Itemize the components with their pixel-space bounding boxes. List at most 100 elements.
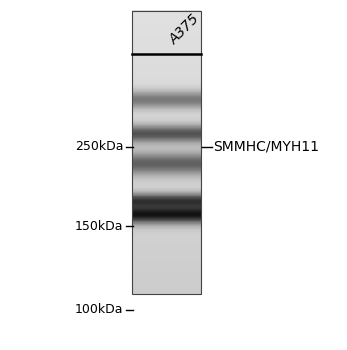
Bar [132, 43, 201, 44]
Bar [132, 156, 201, 157]
Bar [132, 72, 201, 73]
Bar [132, 191, 201, 192]
Bar [132, 30, 201, 31]
Bar [132, 79, 201, 80]
Bar [132, 90, 201, 91]
Bar [132, 67, 201, 68]
Bar [132, 57, 201, 58]
Bar [132, 259, 201, 260]
Bar [132, 18, 201, 19]
Bar [132, 65, 201, 66]
Bar [132, 134, 201, 135]
Bar [132, 38, 201, 39]
Bar [132, 165, 201, 166]
Bar [132, 238, 201, 239]
Bar [132, 227, 201, 228]
Bar [132, 288, 201, 289]
Bar [132, 198, 201, 199]
Bar [132, 94, 201, 95]
Bar [132, 252, 201, 253]
Bar [132, 257, 201, 258]
Bar [132, 116, 201, 117]
Bar [132, 158, 201, 159]
Bar [132, 139, 201, 140]
Bar [132, 77, 201, 78]
Bar [132, 243, 201, 244]
Bar [132, 278, 201, 279]
Bar [132, 175, 201, 176]
Bar [132, 190, 201, 191]
Bar [132, 235, 201, 236]
Bar [132, 170, 201, 171]
Bar [132, 157, 201, 158]
Bar [132, 282, 201, 283]
Text: 100kDa: 100kDa [75, 303, 123, 316]
Bar [132, 47, 201, 48]
Bar [132, 81, 201, 82]
Bar [132, 195, 201, 196]
Bar [132, 40, 201, 41]
Bar [132, 267, 201, 268]
Bar [132, 149, 201, 150]
Bar [132, 69, 201, 70]
Bar [132, 180, 201, 181]
Bar [132, 242, 201, 243]
Bar [132, 167, 201, 168]
Bar [132, 219, 201, 220]
Bar [132, 60, 201, 61]
Bar [132, 64, 201, 65]
Bar [132, 204, 201, 205]
Bar [132, 277, 201, 278]
Bar [132, 87, 201, 88]
Bar [132, 187, 201, 188]
Bar [132, 196, 201, 197]
Bar [132, 16, 201, 17]
Bar [132, 213, 201, 214]
Bar [132, 194, 201, 195]
Bar [132, 262, 201, 263]
Bar [132, 23, 201, 24]
Bar [132, 131, 201, 132]
Text: 150kDa: 150kDa [75, 219, 123, 233]
Bar [132, 168, 201, 169]
Bar [132, 272, 201, 273]
Bar [132, 130, 201, 131]
Bar [132, 120, 201, 121]
Bar [132, 21, 201, 22]
Bar [132, 145, 201, 146]
Bar [132, 97, 201, 98]
Bar [132, 200, 201, 201]
Bar [132, 173, 201, 174]
Bar [132, 83, 201, 84]
Bar [132, 250, 201, 251]
Bar [132, 151, 201, 152]
Bar [132, 34, 201, 35]
Bar [132, 197, 201, 198]
Bar [132, 136, 201, 137]
Bar [132, 161, 201, 162]
Bar [132, 153, 201, 154]
Bar [132, 92, 201, 93]
Bar [132, 193, 201, 194]
Bar [132, 274, 201, 275]
Bar [132, 28, 201, 29]
Bar [132, 214, 201, 215]
Bar [132, 290, 201, 291]
Bar [132, 222, 201, 223]
Bar [132, 207, 201, 208]
Bar [132, 98, 201, 99]
Bar [132, 122, 201, 123]
Bar [132, 41, 201, 42]
Bar [132, 166, 201, 167]
Bar [132, 70, 201, 71]
Bar [132, 68, 201, 69]
Bar [132, 163, 201, 164]
Bar [132, 215, 201, 216]
Text: 250kDa: 250kDa [75, 140, 123, 153]
Bar [132, 231, 201, 232]
Bar [132, 132, 201, 133]
Bar [132, 228, 201, 229]
Bar [132, 32, 201, 33]
Bar [132, 287, 201, 288]
Bar [132, 96, 201, 97]
